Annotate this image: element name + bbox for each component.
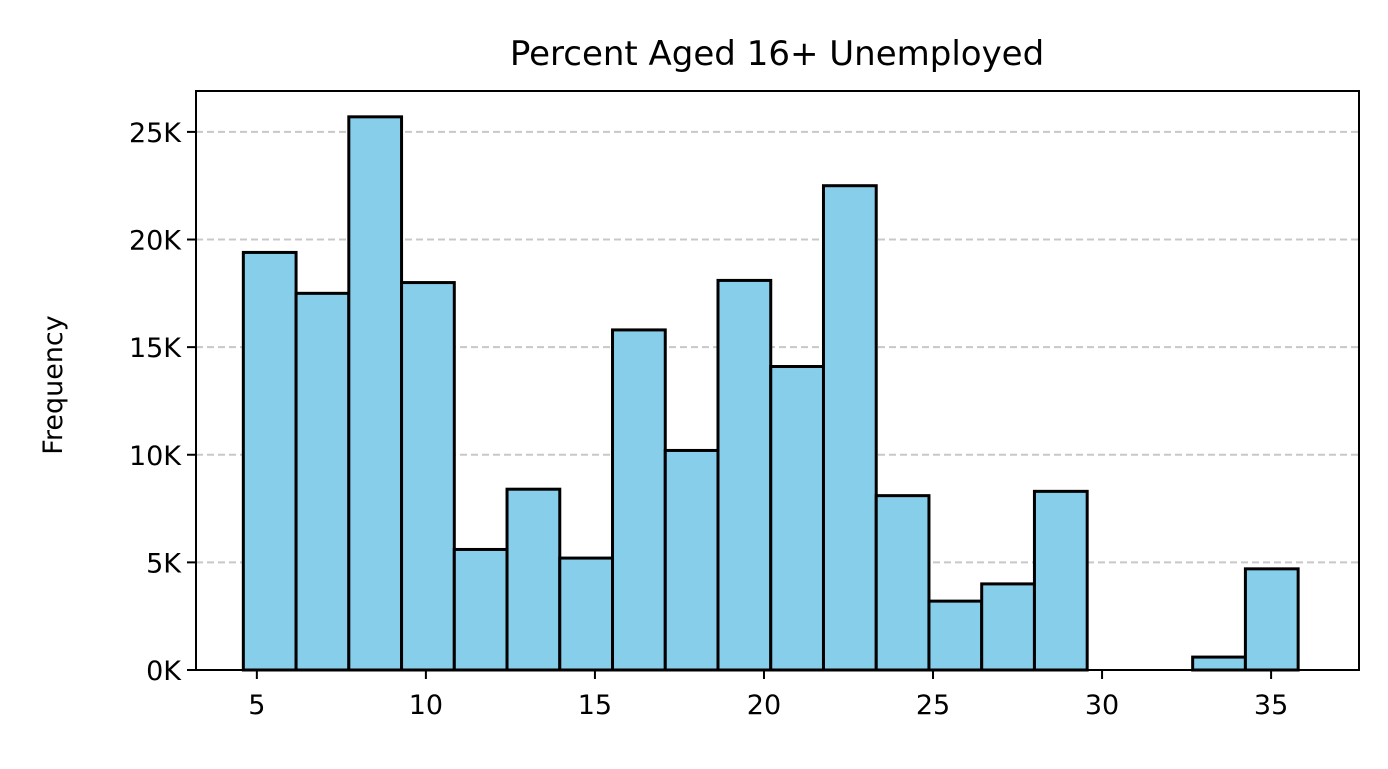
bar-12	[874, 494, 931, 672]
bar-9	[716, 278, 773, 672]
bar-13	[927, 599, 984, 672]
x-tick-label-6: 35	[1254, 690, 1288, 721]
bar-4	[452, 547, 509, 672]
bar-5	[505, 487, 562, 672]
bar-3	[400, 281, 456, 672]
bar-11	[821, 184, 878, 672]
bars	[241, 115, 1300, 672]
bar-1	[294, 291, 351, 672]
y-tick-label-5: 25K	[129, 118, 182, 149]
chart-title: Percent Aged 16+ Unemployed	[510, 34, 1044, 74]
x-tick-label-0: 5	[248, 690, 265, 721]
x-axis-ticks: 5 10 15 20 25 30 35	[248, 670, 1288, 721]
x-tick-label-1: 10	[409, 690, 443, 721]
x-tick-label-4: 25	[916, 690, 950, 721]
x-tick-label-3: 20	[747, 690, 781, 721]
bar-8	[663, 448, 720, 672]
y-tick-label-2: 10K	[129, 441, 182, 472]
y-axis-ticks: 0K 5K 10K 15K 20K 25K	[129, 118, 196, 687]
x-tick-label-2: 15	[578, 690, 612, 721]
plot-frame	[195, 90, 1360, 671]
bar-18	[1191, 655, 1247, 672]
y-axis-label: Frequency	[38, 315, 69, 455]
y-tick-label-1: 5K	[146, 548, 182, 579]
y-tick-label-3: 15K	[129, 333, 182, 364]
bar-6	[558, 556, 615, 672]
y-tick-label-4: 20K	[129, 226, 182, 257]
bar-2	[347, 115, 404, 672]
bar-15	[1032, 489, 1089, 672]
bar-0	[241, 250, 298, 672]
bar-19	[1243, 567, 1300, 672]
y-tick-label-0: 0K	[146, 656, 182, 687]
bar-10	[769, 365, 825, 672]
bar-14	[980, 582, 1036, 672]
x-tick-label-5: 30	[1085, 690, 1119, 721]
bar-7	[611, 328, 667, 672]
